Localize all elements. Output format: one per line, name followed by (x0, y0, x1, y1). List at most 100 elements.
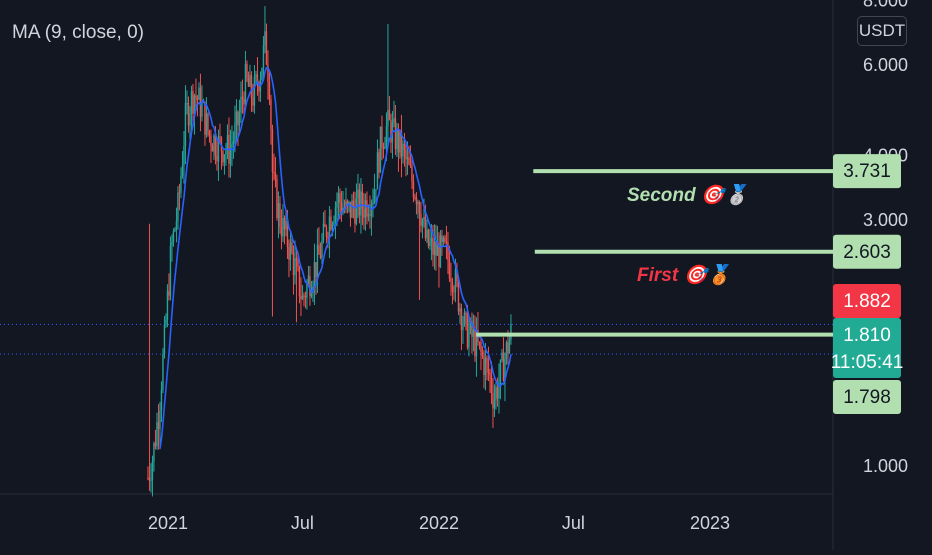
candle-body (160, 389, 163, 411)
candle-body (285, 220, 287, 230)
x-tick-label: 2022 (419, 513, 459, 533)
candle-body (417, 201, 419, 205)
candle-body (361, 191, 364, 209)
candle-body (151, 461, 154, 481)
candle-body (319, 254, 322, 259)
candle-body (210, 135, 212, 147)
candle-body (297, 260, 299, 267)
candle-body (384, 146, 386, 149)
high-badge-text: 1.882 (843, 291, 891, 312)
candle-body (423, 217, 425, 220)
candle-body (163, 324, 166, 354)
candle-body (348, 201, 350, 205)
candle-body (247, 77, 250, 87)
high-badge (833, 284, 901, 318)
y-tick-label: 3.000 (863, 210, 908, 230)
candle-body (421, 219, 424, 226)
candle-body (201, 102, 203, 117)
candle-body (430, 237, 433, 242)
candle-body (487, 362, 490, 373)
candle-body (262, 45, 265, 69)
candle-body (405, 149, 407, 160)
y-tick-label: 6.000 (863, 55, 908, 75)
candle-body (307, 275, 310, 284)
candle-body (381, 126, 383, 148)
candle-body (468, 330, 470, 348)
candle-body (367, 214, 370, 217)
candle-body (406, 157, 409, 160)
candle-body (229, 147, 232, 164)
candle-body (189, 113, 191, 126)
currency-button[interactable]: USDT (857, 16, 907, 46)
candle-body (373, 190, 376, 203)
candle-body (235, 111, 238, 124)
candle-body (240, 96, 242, 113)
candle-body (366, 200, 368, 217)
candle-body (316, 244, 319, 278)
candle-body (264, 31, 266, 46)
candle-body (505, 342, 508, 359)
candle-body (199, 87, 202, 117)
candle-body (303, 295, 305, 297)
candle-body (165, 319, 167, 325)
candle-body (351, 200, 353, 218)
candle-body (345, 201, 347, 209)
candle-body (193, 95, 196, 114)
candle-body (217, 136, 220, 162)
candle-body (507, 342, 509, 354)
candle-body (214, 135, 217, 156)
y-tick-label: 1.000 (863, 456, 908, 476)
second-target-annotation: Second 🎯🥈 (627, 183, 748, 206)
candle-body (267, 64, 269, 82)
candle-body (216, 155, 218, 162)
candle-body (309, 275, 311, 297)
candle-body (243, 98, 245, 105)
candle-body (510, 324, 512, 340)
indicator-legend[interactable]: MA (9, close, 0) (12, 22, 144, 43)
candle-body (162, 353, 164, 390)
candle-body (378, 152, 380, 173)
candle-body (508, 339, 511, 354)
last-price-badge-text: 1.810 (843, 325, 891, 346)
candle-body (148, 477, 151, 481)
candle-body (483, 355, 485, 376)
candle-body (274, 172, 277, 179)
candle-body (279, 202, 281, 228)
candle-body (409, 164, 412, 166)
candle-body (186, 102, 188, 104)
candle-body (481, 352, 484, 356)
first-target-badge (833, 234, 901, 269)
candle-body (157, 422, 160, 430)
candle-body (238, 112, 241, 126)
candle-body (435, 241, 437, 256)
candle-body (187, 102, 190, 126)
candle-body (447, 242, 449, 261)
candle-body (219, 136, 221, 138)
candle-body (415, 197, 418, 205)
candle-body (444, 237, 446, 242)
candle-body (177, 192, 179, 221)
candle-body (418, 201, 421, 214)
candle-body (232, 141, 235, 145)
x-tick-label: Jul (291, 513, 314, 533)
candle-body (270, 99, 272, 130)
candle-body (204, 101, 206, 135)
y-tick-label: 8.000 (863, 0, 908, 10)
first-target-badge-text: 2.603 (843, 242, 891, 263)
candle-body (456, 269, 458, 282)
candle-body (379, 126, 382, 173)
candle-body (180, 176, 182, 193)
candle-body (280, 227, 283, 237)
candle-body (504, 358, 506, 382)
candle-body (276, 178, 278, 218)
candle-body (495, 387, 497, 401)
candle-body (322, 223, 325, 241)
candle-body (300, 296, 302, 300)
candle-body (237, 111, 239, 126)
candle-body (207, 113, 209, 132)
candle-body (376, 152, 379, 190)
candle-body (325, 227, 328, 237)
candle-body (408, 157, 410, 165)
candle-body (330, 216, 332, 230)
